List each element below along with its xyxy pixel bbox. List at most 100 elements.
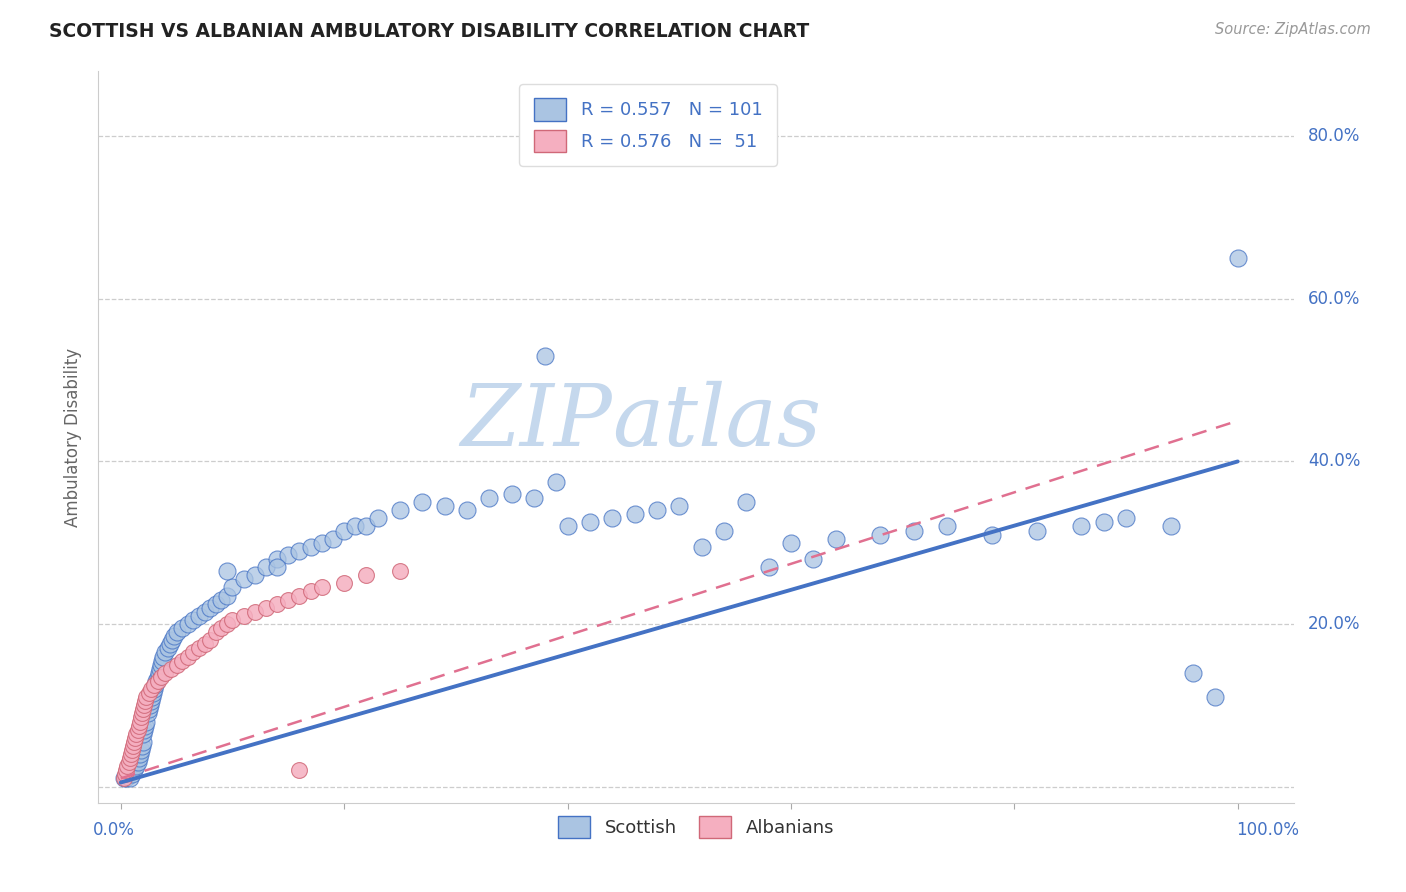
Point xyxy=(411,495,433,509)
Point xyxy=(534,349,557,363)
Point xyxy=(134,718,156,732)
Text: 40.0%: 40.0% xyxy=(1308,452,1360,470)
Point xyxy=(122,735,145,749)
Point xyxy=(668,499,690,513)
Point xyxy=(735,495,758,509)
Point xyxy=(122,759,145,773)
Point xyxy=(143,681,166,696)
Point xyxy=(131,739,153,753)
Point xyxy=(344,519,367,533)
Point xyxy=(209,592,232,607)
Point xyxy=(128,718,150,732)
Point xyxy=(690,540,713,554)
Text: 80.0%: 80.0% xyxy=(1308,128,1360,145)
Point xyxy=(1115,511,1137,525)
Point xyxy=(215,564,238,578)
Point xyxy=(135,714,157,729)
Point xyxy=(177,617,200,632)
Point xyxy=(172,654,194,668)
Point xyxy=(713,524,735,538)
Point xyxy=(149,657,172,672)
Point xyxy=(134,698,156,713)
Point xyxy=(824,532,846,546)
Point xyxy=(155,665,177,680)
Point xyxy=(333,576,356,591)
Point xyxy=(623,508,645,522)
Point xyxy=(121,764,143,778)
Point xyxy=(645,503,668,517)
Point xyxy=(193,637,215,651)
Point xyxy=(266,552,288,566)
Point xyxy=(134,723,156,737)
Point xyxy=(221,581,243,595)
Point xyxy=(117,759,139,773)
Point xyxy=(146,673,169,688)
Point xyxy=(456,503,478,517)
Point xyxy=(187,641,209,656)
Point xyxy=(127,755,149,769)
Point xyxy=(367,511,389,525)
Point xyxy=(163,629,186,643)
Point xyxy=(159,637,181,651)
Point xyxy=(118,772,141,786)
Point xyxy=(122,764,145,778)
Point xyxy=(557,519,579,533)
Point xyxy=(215,617,238,632)
Text: 100.0%: 100.0% xyxy=(1236,821,1299,839)
Point xyxy=(254,560,277,574)
Point xyxy=(266,597,288,611)
Point xyxy=(311,535,333,549)
Point xyxy=(124,731,146,745)
Point xyxy=(146,670,169,684)
Point xyxy=(266,560,288,574)
Point xyxy=(150,654,173,668)
Point xyxy=(160,662,183,676)
Text: 60.0%: 60.0% xyxy=(1308,290,1360,308)
Point xyxy=(132,702,155,716)
Point xyxy=(209,621,232,635)
Point xyxy=(131,706,153,721)
Point xyxy=(139,698,162,713)
Point xyxy=(936,519,959,533)
Text: 0.0%: 0.0% xyxy=(93,821,135,839)
Point xyxy=(333,524,356,538)
Point xyxy=(132,727,155,741)
Point xyxy=(221,613,243,627)
Point xyxy=(183,645,205,659)
Point xyxy=(145,678,167,692)
Point xyxy=(172,621,194,635)
Point xyxy=(156,641,179,656)
Point xyxy=(903,524,925,538)
Point xyxy=(117,764,139,778)
Point xyxy=(299,584,322,599)
Point xyxy=(127,723,149,737)
Text: SCOTTISH VS ALBANIAN AMBULATORY DISABILITY CORRELATION CHART: SCOTTISH VS ALBANIAN AMBULATORY DISABILI… xyxy=(49,22,810,41)
Point xyxy=(142,686,165,700)
Point xyxy=(145,673,167,688)
Point xyxy=(758,560,780,574)
Point xyxy=(120,747,142,761)
Point xyxy=(356,519,378,533)
Point xyxy=(117,755,139,769)
Point xyxy=(299,540,322,554)
Point xyxy=(115,772,138,786)
Point xyxy=(141,690,163,705)
Point xyxy=(311,581,333,595)
Point xyxy=(579,516,602,530)
Point xyxy=(183,613,205,627)
Point xyxy=(356,568,378,582)
Point xyxy=(149,662,172,676)
Point xyxy=(177,649,200,664)
Point xyxy=(204,625,226,640)
Point xyxy=(148,665,170,680)
Legend: Scottish, Albanians: Scottish, Albanians xyxy=(551,808,841,845)
Point xyxy=(122,739,145,753)
Point xyxy=(115,764,138,778)
Point xyxy=(138,686,160,700)
Point xyxy=(277,548,299,562)
Text: ZIP: ZIP xyxy=(460,381,613,464)
Point xyxy=(254,600,277,615)
Point xyxy=(128,714,150,729)
Point xyxy=(187,608,209,623)
Point xyxy=(600,511,623,525)
